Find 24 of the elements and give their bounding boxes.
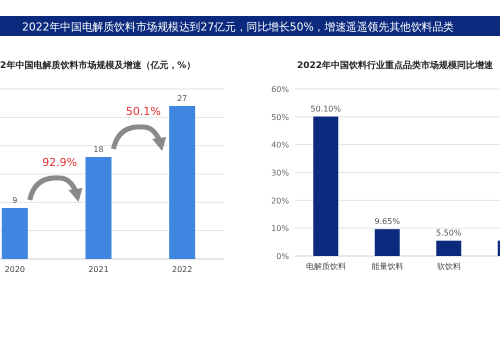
y-tick-label: 40% (271, 140, 290, 150)
x-tick-label: 电解质饮料 (306, 262, 346, 271)
y-tick-label: 30% (271, 168, 290, 178)
data-label: 27 (177, 94, 188, 103)
data-label: 18 (93, 145, 104, 154)
annotation: 92.9% (42, 156, 78, 169)
x-tick-label: 2020 (4, 265, 26, 274)
x-tick-label: 能量饮料 (371, 262, 404, 271)
data-label: 5.50% (436, 228, 462, 238)
y-tick-label: 50% (271, 112, 290, 122)
y-tick-label: 60% (271, 85, 290, 94)
chart-subtitle: 2年中国电解质饮料市场规模及增速（亿元，%） (0, 60, 196, 71)
x-tick-label: 软饮料 (436, 262, 461, 271)
chart-title: 2022年中国电解质饮料市场规模达到27亿元，同比增长50%，增速遥遥领先其他饮料品类 (22, 20, 462, 34)
data-label: 50.10% (310, 104, 342, 114)
x-tick-label: 2021 (88, 265, 109, 274)
y-tick-label: 10% (271, 224, 290, 234)
annotation: 50.1% (126, 105, 161, 118)
data-label: 9 (12, 196, 18, 205)
x-tick-label: 2022 (172, 265, 192, 274)
chart-title: 2022年中国饮料行业重点品类市场规模同比增速 (296, 60, 494, 71)
data-label: 9.65% (374, 217, 400, 226)
y-tick-label: 0% (276, 252, 290, 261)
y-tick-label: 20% (271, 196, 290, 206)
